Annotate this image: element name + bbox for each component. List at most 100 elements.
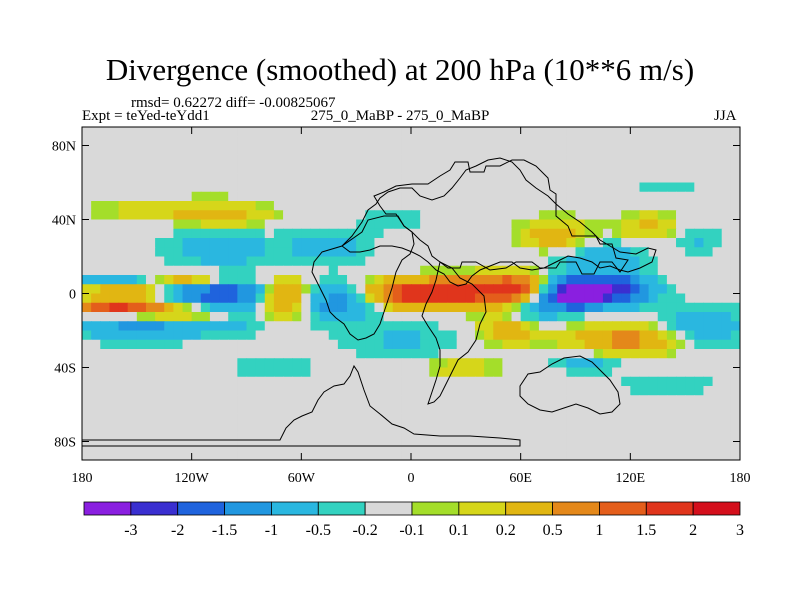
field-cell <box>511 395 522 406</box>
field-cell <box>328 145 339 156</box>
field-cell <box>173 136 184 147</box>
field-cell <box>347 349 357 359</box>
field-cell <box>511 191 522 202</box>
field-cell <box>666 191 677 202</box>
field-cell <box>612 376 622 387</box>
field-cell <box>529 376 540 387</box>
field-cell <box>237 191 248 202</box>
field-cell <box>602 358 613 369</box>
field-cell <box>648 284 659 295</box>
field-cell <box>310 182 321 193</box>
field-cell <box>264 413 275 424</box>
field-cell <box>401 173 412 184</box>
colorbar-swatch <box>458 501 507 516</box>
field-cell <box>301 376 312 387</box>
field-cell <box>557 191 567 202</box>
field-cell <box>301 339 312 350</box>
field-cell <box>584 219 595 230</box>
field-cell <box>694 154 705 165</box>
field-cell <box>155 256 165 267</box>
field-cell <box>155 395 165 406</box>
field-cell <box>136 349 147 359</box>
field-cell <box>283 339 293 350</box>
field-cell <box>328 210 339 221</box>
field-cell <box>465 386 476 396</box>
field-cell <box>164 201 174 211</box>
field-cell <box>648 219 659 230</box>
field-cell <box>484 349 494 359</box>
field-cell <box>612 339 622 350</box>
field-cell <box>392 284 403 295</box>
field-cell <box>164 164 174 174</box>
field-cell <box>712 136 723 147</box>
field-cell <box>228 136 238 147</box>
field-cell <box>209 450 220 460</box>
field-cell <box>392 256 403 267</box>
field-cell <box>465 191 476 202</box>
field-cell <box>255 228 266 239</box>
field-cell <box>484 127 494 137</box>
field-cell <box>365 432 376 443</box>
field-cell <box>237 312 248 322</box>
field-cell <box>283 404 293 415</box>
field-cell <box>411 321 421 332</box>
field-cell <box>356 275 366 285</box>
field-cell <box>136 219 147 230</box>
field-cell <box>557 432 567 443</box>
field-cell <box>666 413 677 424</box>
field-cell <box>273 275 284 285</box>
field-cell <box>228 349 238 359</box>
field-cell <box>456 395 467 406</box>
field-cell <box>301 136 312 147</box>
field-cell <box>310 423 321 433</box>
field-cell <box>575 154 586 165</box>
field-cell <box>365 136 376 147</box>
field-cell <box>246 349 257 359</box>
field-cell <box>621 284 631 295</box>
field-cell <box>721 265 732 276</box>
field-cell <box>310 404 321 415</box>
field-cell <box>593 349 604 359</box>
field-cell <box>465 367 476 378</box>
field-cell <box>301 404 312 415</box>
field-cell <box>429 228 440 239</box>
field-cell <box>392 173 403 184</box>
field-cell <box>292 330 302 341</box>
field-cell <box>520 358 531 369</box>
field-cell <box>347 256 357 267</box>
field-cell <box>447 228 458 239</box>
field-cell <box>191 173 202 184</box>
field-cell <box>420 312 430 322</box>
field-cell <box>91 413 101 424</box>
field-cell <box>465 201 476 211</box>
field-cell <box>447 404 458 415</box>
field-cell <box>337 349 348 359</box>
field-cell <box>118 367 129 378</box>
field-cell <box>365 154 376 165</box>
field-cell <box>575 413 586 424</box>
field-cell <box>520 238 531 248</box>
field-cell <box>219 423 229 433</box>
field-cell <box>438 256 449 267</box>
field-cell <box>401 127 412 137</box>
field-cell <box>602 154 613 165</box>
field-cell <box>657 219 668 230</box>
field-cell <box>657 386 668 396</box>
field-cell <box>200 238 211 248</box>
field-cell <box>273 450 284 460</box>
field-cell <box>474 339 485 350</box>
field-cell <box>694 256 705 267</box>
field-cell <box>438 219 449 230</box>
field-cell <box>557 127 567 137</box>
field-cell <box>630 321 641 332</box>
field-cell <box>237 154 248 165</box>
field-cell <box>602 450 613 460</box>
field-cell <box>694 358 705 369</box>
field-cell <box>502 432 513 443</box>
field-cell <box>164 395 174 406</box>
field-cell <box>365 386 376 396</box>
field-cell <box>657 256 668 267</box>
field-cell <box>502 210 513 221</box>
field-cell <box>374 238 385 248</box>
